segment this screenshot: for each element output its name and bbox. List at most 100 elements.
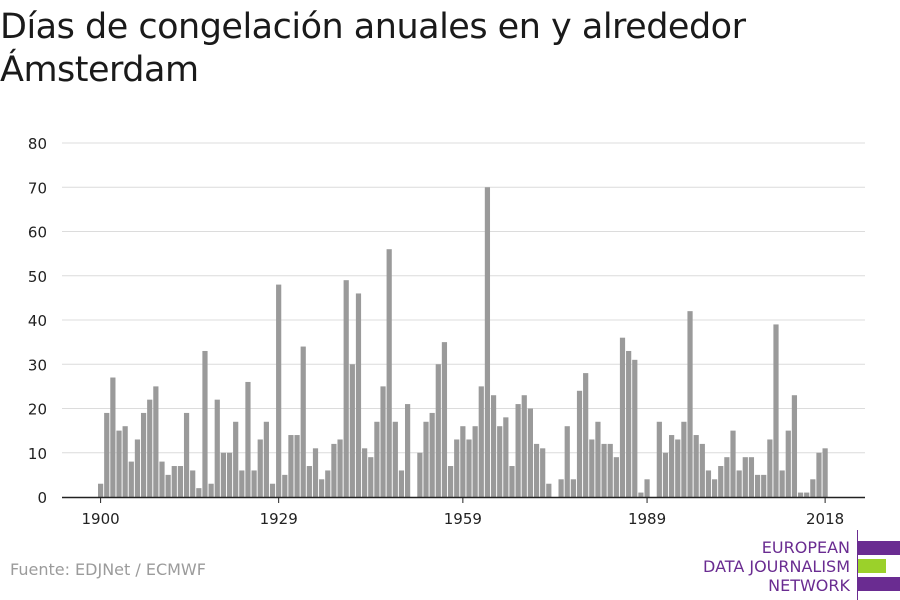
- bar: [196, 488, 202, 497]
- bar: [515, 404, 521, 497]
- bar: [460, 426, 466, 497]
- bar: [423, 421, 429, 497]
- bar: [601, 443, 607, 497]
- bar: [662, 452, 669, 497]
- bar: [761, 474, 767, 497]
- logo-bar-green: [858, 559, 886, 573]
- logo-bar-purple: [858, 577, 900, 591]
- bar: [804, 492, 810, 497]
- bar: [349, 364, 355, 497]
- bar: [754, 474, 761, 497]
- bar: [675, 439, 681, 497]
- bar: [153, 386, 159, 497]
- bar: [484, 187, 491, 497]
- bar: [822, 448, 828, 497]
- bar: [245, 381, 251, 497]
- bar: [540, 448, 546, 497]
- bar: [705, 470, 712, 497]
- bar: [417, 452, 423, 497]
- bar: [748, 457, 755, 497]
- bar: [380, 386, 386, 497]
- bar: [294, 435, 300, 497]
- bar: [693, 435, 699, 497]
- bar: [779, 470, 785, 497]
- bar: [583, 373, 589, 497]
- bar: [122, 426, 128, 497]
- chart-title: Días de congelación anuales en y alreded…: [0, 7, 746, 90]
- logo-text-line: DATA JOURNALISM: [703, 557, 850, 576]
- source-note: Fuente: EDJNet / ECMWF: [10, 560, 206, 579]
- bar: [810, 479, 816, 497]
- bar: [669, 435, 675, 497]
- bars: [98, 187, 828, 497]
- logo-text-line: NETWORK: [768, 576, 850, 595]
- bar: [472, 426, 478, 497]
- bar: [576, 390, 583, 497]
- bar: [718, 466, 724, 497]
- y-tick-label: 50: [28, 268, 47, 286]
- bar: [742, 457, 748, 497]
- bar: [613, 457, 619, 497]
- bar: [233, 421, 239, 497]
- edjnet-logo[interactable]: EUROPEAN DATA JOURNALISM NETWORK: [690, 530, 900, 600]
- bar: [368, 457, 374, 497]
- y-tick-label: 40: [28, 312, 47, 330]
- bar: [435, 364, 441, 497]
- bar: [355, 293, 362, 497]
- bar: [269, 483, 276, 497]
- x-axis-ticks: 1900 1929 1959 1989 2018: [82, 497, 844, 528]
- bar: [98, 483, 104, 497]
- bar: [791, 395, 798, 497]
- bar: [276, 284, 282, 497]
- bar: [785, 430, 791, 497]
- bar: [183, 412, 190, 497]
- y-tick-label: 70: [28, 179, 47, 197]
- bar: [343, 280, 349, 497]
- bar: [208, 483, 214, 497]
- bar: [447, 466, 454, 497]
- bar: [325, 470, 331, 497]
- bar: [687, 311, 693, 497]
- x-tick-label: 1989: [628, 510, 666, 528]
- y-tick-label: 30: [28, 356, 47, 374]
- bar: [214, 399, 220, 497]
- bar: [140, 412, 147, 497]
- bar: [312, 448, 319, 497]
- bar: [736, 470, 742, 497]
- bar: [558, 479, 564, 497]
- bar: [595, 421, 601, 497]
- bar: [220, 452, 226, 497]
- bar: [533, 443, 540, 497]
- bar: [441, 342, 448, 497]
- bar: [589, 439, 595, 497]
- y-tick-label: 10: [28, 445, 47, 463]
- bar: [300, 346, 306, 497]
- gridlines: [62, 142, 865, 454]
- bar: [626, 350, 632, 497]
- bar: [306, 466, 312, 497]
- bar: [656, 421, 662, 497]
- bar: [331, 443, 337, 497]
- bar: [147, 399, 153, 497]
- bar: [509, 466, 515, 497]
- bar: [632, 359, 638, 497]
- bar: [570, 479, 576, 497]
- bar: [816, 452, 822, 497]
- logo-bar-purple: [858, 541, 900, 555]
- bar: [429, 412, 435, 497]
- bar: [116, 430, 122, 497]
- bar: [638, 492, 644, 497]
- bar: [337, 439, 343, 497]
- bar: [712, 479, 718, 497]
- bar: [454, 439, 460, 497]
- bar: [319, 479, 325, 497]
- bar: [466, 439, 472, 497]
- bar: [362, 448, 368, 497]
- bar: [527, 408, 533, 497]
- bar: [503, 417, 509, 497]
- bar: [699, 443, 705, 497]
- x-tick-label: 1900: [82, 510, 120, 528]
- bar: [177, 466, 184, 497]
- bar: [171, 466, 177, 497]
